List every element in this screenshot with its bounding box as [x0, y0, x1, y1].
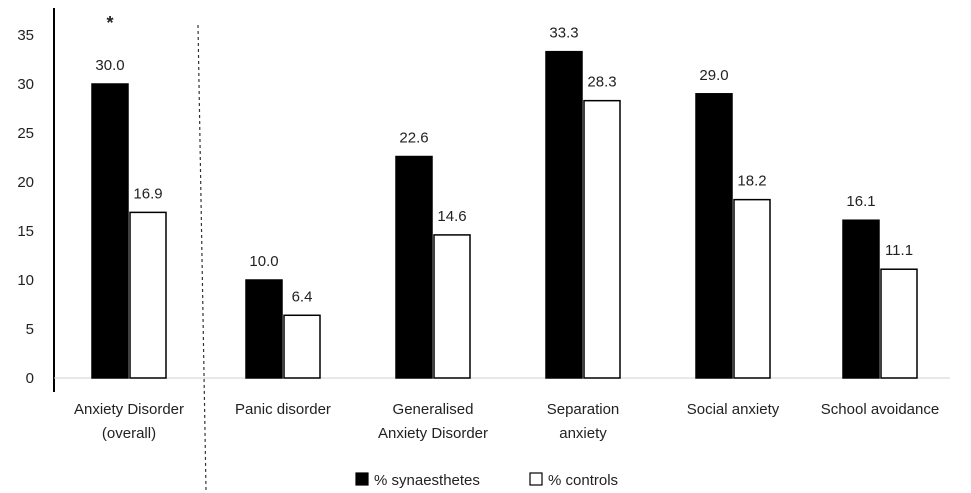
data-label: 10.0 [249, 253, 278, 270]
category-labels: Anxiety Disorder (overall) Panic disorder G… [74, 401, 939, 442]
y-tick-label: 20 [17, 174, 34, 191]
category-separator [197, 24, 207, 491]
bar-synaesthetes [395, 155, 433, 379]
bar-controls [583, 99, 621, 379]
y-tick-label: 10 [17, 272, 34, 289]
bar-synaesthetes [245, 279, 283, 379]
y-tick-label: 5 [26, 321, 34, 338]
category-label: Panic disorder [235, 401, 331, 418]
bar-synaesthetes [91, 83, 129, 379]
y-tick-label: 0 [26, 370, 34, 387]
bar-controls [283, 314, 321, 379]
significance-asterisk: * [106, 13, 113, 33]
data-label: 16.1 [846, 193, 875, 210]
bar-controls [733, 198, 771, 379]
bar-controls [129, 211, 167, 379]
data-label: 30.0 [95, 57, 124, 74]
legend-swatch [529, 472, 543, 486]
data-label: 14.6 [437, 208, 466, 225]
data-label: 6.4 [292, 288, 313, 305]
y-axis: 0 5 10 15 20 25 30 35 [17, 8, 950, 392]
bar-controls [433, 234, 471, 379]
legend-item-synaesthetes: % synaesthetes [355, 472, 480, 489]
y-tick-label: 30 [17, 76, 34, 93]
legend-item-controls: % controls [529, 472, 618, 489]
data-label: 16.9 [133, 185, 162, 202]
y-tick-label: 35 [17, 27, 34, 44]
legend: % synaesthetes % controls [355, 472, 618, 489]
data-labels: 30.0 10.0 22.6 33.3 29.0 16.1 16.9 6.4 14.6 28.3 1… [95, 13, 913, 305]
category-label: Social anxiety [687, 401, 780, 418]
separator-line [197, 24, 207, 491]
legend-swatch [355, 472, 369, 486]
category-label: School avoidance [821, 401, 939, 418]
data-label: 22.6 [399, 130, 428, 147]
y-tick-label: 15 [17, 223, 34, 240]
data-label: 11.1 [885, 242, 913, 259]
category-label: Separation anxiety [547, 401, 620, 442]
data-label: 29.0 [699, 67, 728, 84]
bar-synaesthetes [842, 219, 880, 379]
bar-synaesthetes [695, 93, 733, 379]
legend-label: % synaesthetes [374, 472, 480, 489]
bars [91, 50, 918, 379]
data-label: 33.3 [549, 25, 578, 42]
y-tick-label: 25 [17, 125, 34, 142]
bar-controls [880, 268, 918, 379]
data-label: 18.2 [737, 173, 766, 190]
bar-synaesthetes [545, 50, 583, 379]
legend-label: % controls [548, 472, 618, 489]
category-label: Anxiety Disorder (overall) [74, 401, 184, 442]
data-label: 28.3 [587, 74, 616, 91]
category-label: Generalised Anxiety Disorder [378, 401, 488, 442]
